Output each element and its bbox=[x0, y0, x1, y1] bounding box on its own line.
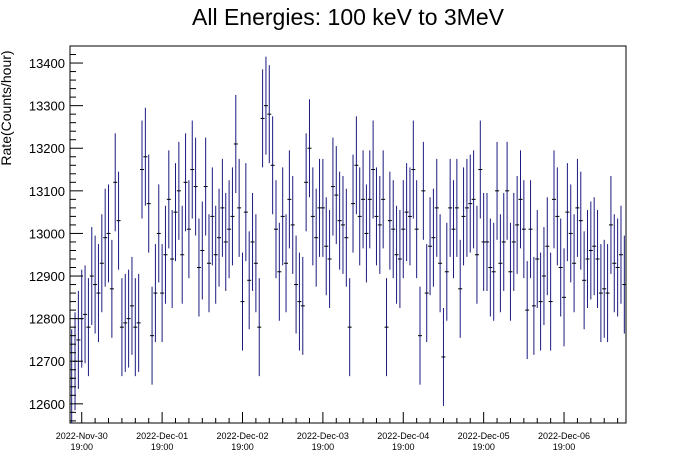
x-tick-date-label: 2022-Nov-30 bbox=[56, 431, 108, 441]
x-tick-time-label: 19:00 bbox=[553, 442, 576, 452]
x-tick-time-label: 19:00 bbox=[70, 442, 93, 452]
y-tick-label: 13300 bbox=[29, 99, 65, 114]
y-tick-label: 13200 bbox=[29, 141, 65, 156]
x-tick-time-label: 19:00 bbox=[231, 442, 254, 452]
x-tick-date-label: 2022-Dec-04 bbox=[377, 431, 429, 441]
x-tick-date-label: 2022-Dec-05 bbox=[458, 431, 510, 441]
x-tick-time-label: 19:00 bbox=[392, 442, 415, 452]
x-tick-date-label: 2022-Dec-06 bbox=[538, 431, 590, 441]
chart-title: All Energies: 100 keV to 3MeV bbox=[192, 4, 504, 30]
y-tick-label: 12800 bbox=[29, 312, 65, 327]
y-tick-label: 12600 bbox=[29, 397, 65, 412]
y-tick-label: 13100 bbox=[29, 184, 65, 199]
x-tick-date-label: 2022-Dec-02 bbox=[216, 431, 268, 441]
x-tick-date-label: 2022-Dec-03 bbox=[297, 431, 349, 441]
y-tick-label: 13000 bbox=[29, 226, 65, 241]
x-tick-time-label: 19:00 bbox=[151, 442, 174, 452]
y-tick-label: 12900 bbox=[29, 269, 65, 284]
y-tick-label: 12700 bbox=[29, 354, 65, 369]
x-tick-time-label: 19:00 bbox=[312, 442, 335, 452]
plot-frame bbox=[69, 45, 627, 424]
x-tick-date-label: 2022-Dec-01 bbox=[136, 431, 188, 441]
y-tick-label: 13400 bbox=[29, 56, 65, 71]
x-tick-time-label: 19:00 bbox=[472, 442, 495, 452]
